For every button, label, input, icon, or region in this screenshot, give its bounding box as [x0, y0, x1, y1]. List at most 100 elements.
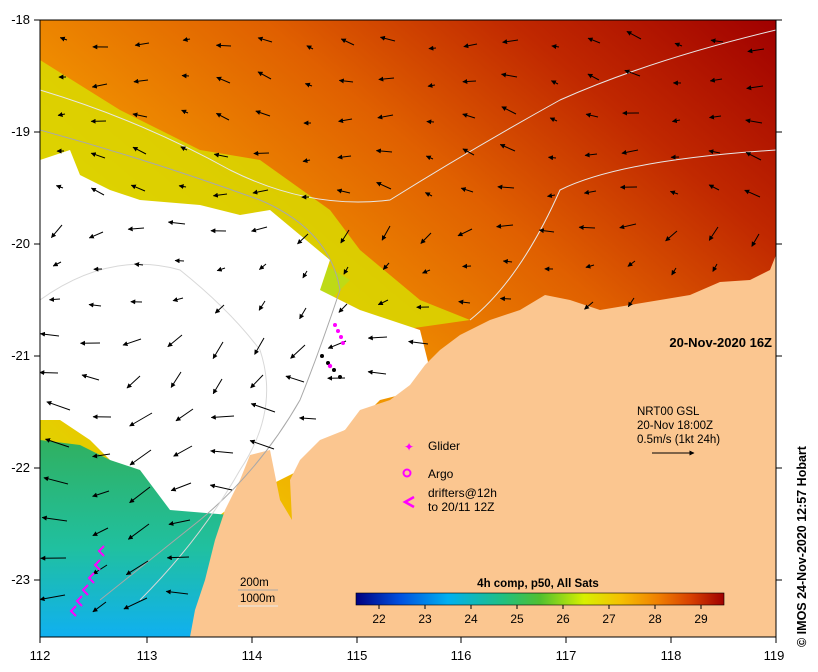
current-vector [209, 483, 233, 491]
lat-tick-23: -23 [11, 572, 30, 587]
colorbar-tick-label: 24 [464, 612, 478, 626]
argo-marker-icon [402, 468, 412, 478]
lon-tick-118: 118 [661, 648, 682, 663]
legend-drifters-1: drifters@12h [428, 486, 497, 500]
current-vector [585, 112, 599, 118]
current-vector [428, 45, 437, 51]
current-vector [55, 184, 64, 190]
current-vector [52, 261, 62, 267]
sst-patch-cool [40, 440, 230, 637]
current-vector [343, 266, 349, 275]
current-vector [88, 231, 104, 239]
current-vector [302, 270, 308, 279]
colorbar-tick-label: 23 [418, 612, 432, 626]
current-vector [306, 45, 314, 51]
current-vector [123, 597, 148, 610]
current-vector [745, 118, 763, 124]
current-vector [378, 76, 395, 82]
current-vector [49, 296, 61, 302]
current-vector [46, 400, 71, 411]
current-vector [377, 299, 389, 306]
lon-axis: 112 113 114 115 116 117 118 119 [30, 637, 785, 663]
current-vector [172, 297, 184, 302]
current-vector [547, 193, 556, 199]
current-vector [134, 42, 150, 48]
colorbar: 4h comp, p50, All Sats 22 23 24 25 26 27 28 29 [355, 578, 725, 626]
drifter-tracks [69, 545, 105, 617]
current-vector [708, 226, 719, 241]
current-vector [91, 83, 108, 89]
lon-tick-117: 117 [556, 648, 577, 663]
current-vector [619, 223, 637, 230]
current-vector [259, 263, 267, 270]
current-vector [252, 189, 269, 195]
current-vector [210, 448, 234, 454]
current-vector [626, 30, 642, 40]
current-vector [501, 72, 518, 78]
current-vector [538, 228, 555, 234]
current-vector [462, 113, 476, 119]
current-vector [584, 301, 594, 310]
current-vector [132, 112, 148, 118]
current-vector [170, 482, 192, 492]
current-vector [340, 38, 355, 46]
current-vector [551, 44, 560, 50]
current-vector [501, 106, 517, 115]
lon-tick-112: 112 [30, 648, 51, 663]
current-vector [133, 78, 149, 84]
current-vector [709, 77, 723, 83]
current-vector [712, 263, 718, 272]
current-vector [375, 148, 393, 154]
current-vector [382, 262, 390, 270]
sst-patch-yellow [40, 60, 470, 330]
lon-tick-113: 113 [137, 648, 158, 663]
current-vector [134, 262, 144, 268]
current-vector [710, 38, 724, 44]
cloud-mask [40, 150, 430, 515]
current-vector [338, 303, 348, 313]
lon-tick-119: 119 [764, 648, 785, 663]
lat-axis: -18 -19 -20 -21 -22 -23 [11, 12, 782, 587]
lon-tick-115: 115 [347, 648, 368, 663]
current-vector [88, 302, 102, 308]
current-vector [420, 232, 432, 244]
current-vector [427, 83, 436, 88]
current-vector [583, 189, 597, 195]
current-vector [127, 523, 150, 540]
current-vector [336, 188, 351, 194]
current-vector [92, 453, 111, 459]
isobath-legend: 200m 1000m [238, 577, 278, 607]
lat-tick-18: -18 [11, 12, 30, 27]
current-vector [496, 223, 514, 229]
isobath-1000m-b [40, 263, 268, 601]
current-vector [213, 152, 229, 158]
current-vector [170, 371, 182, 388]
currents-model: NRT00 GSL [637, 406, 700, 418]
currents-time: 20-Nov 18:00Z [637, 420, 713, 432]
current-vector [41, 515, 68, 522]
drifter-marker-icon [402, 495, 415, 509]
current-vector [304, 82, 313, 88]
current-vector [92, 527, 109, 537]
current-vector [458, 299, 471, 305]
current-vector [257, 71, 272, 80]
colorbar-tick-label: 29 [694, 612, 708, 626]
current-vector [426, 119, 435, 125]
current-vector [548, 155, 557, 161]
current-vector [129, 449, 152, 466]
isobath-1000m-label: 1000m [240, 593, 275, 605]
legend-argo: Argo [428, 467, 454, 481]
current-vector [502, 39, 519, 45]
current-vector [181, 73, 190, 79]
current-vector [180, 146, 188, 152]
glider-marker-icon: ✦ [404, 440, 414, 454]
current-vector [621, 149, 639, 155]
current-vector [299, 415, 317, 421]
current-vector [174, 258, 185, 264]
lat-tick-19: -19 [11, 124, 30, 139]
current-vector [216, 76, 231, 84]
current-vector [92, 601, 107, 613]
current-vector [624, 69, 641, 77]
currents-info: NRT00 GSL 20-Nov 18:00Z 0.5m/s (1kt 24h) [637, 406, 720, 446]
current-vector [457, 228, 473, 237]
